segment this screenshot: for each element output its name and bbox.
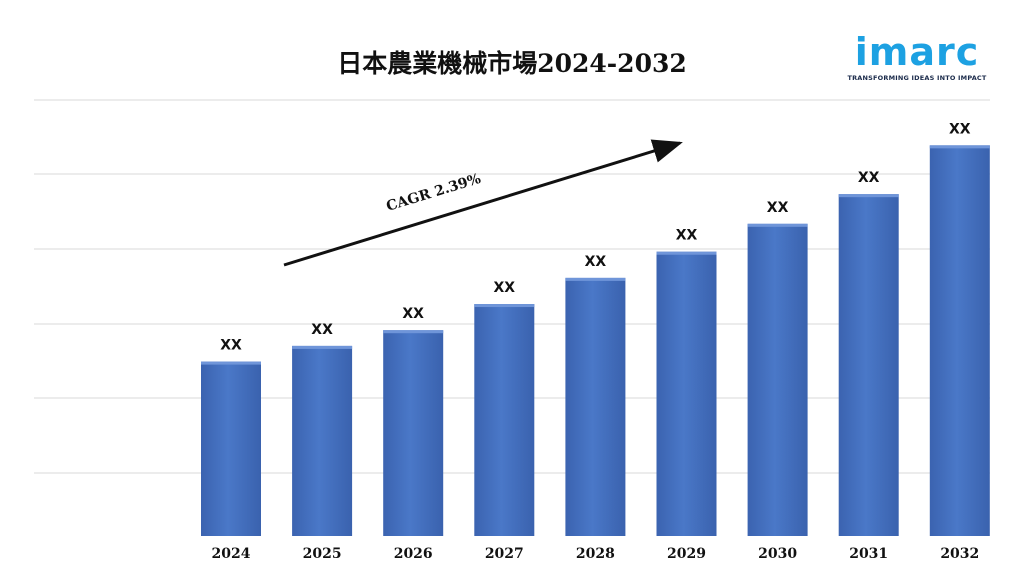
- bar-top-edge: [656, 251, 717, 255]
- data-label: XX: [858, 170, 880, 186]
- bars: [201, 145, 990, 536]
- bar-top-edge: [292, 345, 353, 349]
- x-tick-label: 2025: [303, 546, 342, 562]
- x-tick-label: 2032: [940, 546, 979, 562]
- x-tick-label: 2030: [758, 546, 797, 562]
- x-tick-label: 2027: [485, 546, 524, 562]
- bar-top-edge: [929, 145, 990, 149]
- data-label: XX: [767, 200, 789, 216]
- data-labels: XX XX XX XX XX XX XX XX XX: [220, 121, 971, 353]
- bar-2026: [383, 330, 444, 536]
- cagr-arrow: [283, 139, 683, 267]
- x-tick-label: 2031: [849, 546, 888, 562]
- bar-top-edge: [474, 304, 535, 308]
- bar-top-edge: [838, 194, 899, 198]
- logo-tagline: TRANSFORMING IDEAS INTO IMPACT: [847, 74, 987, 82]
- data-label: XX: [676, 228, 698, 244]
- bar-2024: [201, 361, 261, 536]
- bar-2027: [474, 304, 535, 536]
- bar-2028: [565, 277, 626, 536]
- data-label: XX: [494, 280, 516, 296]
- data-label: XX: [585, 254, 607, 270]
- x-tick-label: 2024: [212, 546, 251, 562]
- bar-2025: [292, 345, 353, 536]
- bar-2032: [929, 145, 990, 536]
- bar-2030: [747, 223, 808, 536]
- bar-top-edge: [383, 330, 444, 334]
- data-label: XX: [949, 121, 971, 137]
- data-label: XX: [311, 322, 333, 338]
- cagr-annotation: CAGR 2.39%: [283, 139, 683, 267]
- imarc-logo: imarc TRANSFORMING IDEAS INTO IMPACT: [842, 30, 992, 90]
- logo-wordmark: imarc: [854, 30, 980, 74]
- x-tick-label: 2028: [576, 546, 615, 562]
- bar-2031: [838, 194, 899, 536]
- x-tick-label: 2026: [394, 546, 433, 562]
- x-axis-ticks: 2024 2025 2026 2027 2028 2029 2030 2031 2032: [212, 546, 980, 562]
- x-tick-label: 2029: [667, 546, 706, 562]
- bar-2029: [656, 251, 717, 536]
- bar-top-edge: [201, 361, 261, 365]
- data-label: XX: [402, 306, 424, 322]
- bar-top-edge: [565, 277, 626, 281]
- bar-top-edge: [747, 223, 808, 227]
- data-label: XX: [220, 338, 242, 354]
- chart-title: 日本農業機械市場2024-2032: [337, 49, 687, 78]
